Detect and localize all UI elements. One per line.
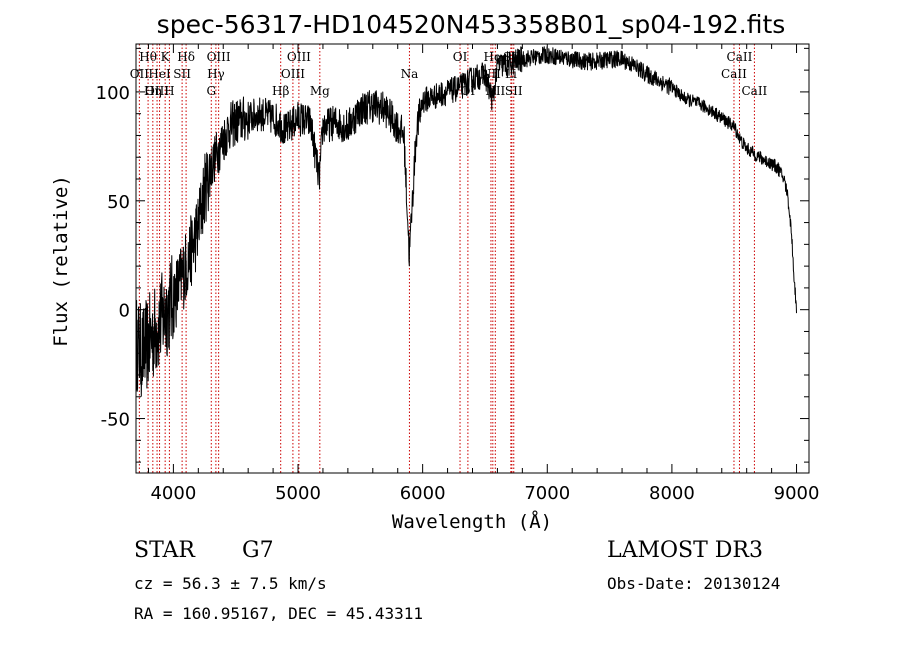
spectrum-line bbox=[135, 46, 797, 397]
x-tick-label: 7000 bbox=[524, 483, 570, 504]
obs-date: Obs-Date: 20130124 bbox=[607, 574, 781, 593]
marker-label: Hδ bbox=[177, 50, 195, 64]
marker-label: OIII bbox=[281, 67, 305, 81]
marker-label: Li bbox=[505, 67, 517, 81]
marker-label: OIII bbox=[287, 50, 311, 64]
marker-label: OI bbox=[453, 50, 468, 64]
marker-label: Hη bbox=[144, 84, 162, 98]
coordinates-text: RA = 160.95167, DEC = 45.43311 bbox=[134, 604, 423, 623]
chart-title: spec-56317-HD104520N453358B01_sp04-192.f… bbox=[157, 10, 786, 39]
y-tick-label: 100 bbox=[96, 83, 130, 104]
marker-label: SII bbox=[505, 84, 523, 98]
marker-label: CaII bbox=[721, 67, 747, 81]
marker-label: NII bbox=[485, 84, 505, 98]
marker-label: Hβ bbox=[272, 84, 289, 98]
object-class: STAR bbox=[134, 538, 195, 563]
marker-label: G bbox=[206, 84, 216, 98]
y-axis: -50 0 50 100 bbox=[96, 47, 809, 463]
spectral-subclass: G7 bbox=[242, 538, 274, 563]
marker-label: OIII bbox=[207, 50, 231, 64]
x-tick-label: 8000 bbox=[649, 483, 695, 504]
marker-label: CaII bbox=[741, 84, 767, 98]
marker-label: OIII bbox=[145, 84, 169, 98]
y-axis-label: Flux (relative) bbox=[50, 175, 72, 347]
marker-label: Hα bbox=[484, 50, 503, 64]
marker-lines bbox=[138, 44, 755, 473]
marker-label: Mg bbox=[310, 84, 330, 98]
marker-label: CaII bbox=[727, 50, 753, 64]
marker-label: OI bbox=[461, 84, 476, 98]
x-axis-label: Wavelength (Å) bbox=[392, 510, 552, 533]
marker-label: Na bbox=[401, 67, 419, 81]
x-tick-label: 6000 bbox=[400, 483, 446, 504]
marker-label: H bbox=[164, 84, 174, 98]
y-tick-label: 0 bbox=[119, 301, 130, 322]
marker-label: K bbox=[161, 50, 171, 64]
marker-label: OII bbox=[130, 67, 150, 81]
y-tick-label: -50 bbox=[101, 410, 130, 431]
marker-label: Hγ bbox=[207, 67, 225, 81]
y-tick-label: 50 bbox=[107, 192, 130, 213]
marker-label: HeI bbox=[148, 67, 171, 81]
x-tick-label: 5000 bbox=[275, 483, 321, 504]
x-tick-label: 4000 bbox=[150, 483, 196, 504]
x-axis: 4000 5000 6000 7000 8000 9000 bbox=[147, 44, 820, 504]
survey-name: LAMOST DR3 bbox=[607, 538, 763, 563]
marker-label: NII bbox=[481, 67, 501, 81]
marker-label: SII bbox=[503, 50, 521, 64]
marker-label: SII bbox=[173, 67, 191, 81]
marker-label: Hθ bbox=[139, 50, 157, 64]
x-tick-label: 9000 bbox=[774, 483, 820, 504]
redshift-text: cz = 56.3 ± 7.5 km/s bbox=[134, 574, 327, 593]
